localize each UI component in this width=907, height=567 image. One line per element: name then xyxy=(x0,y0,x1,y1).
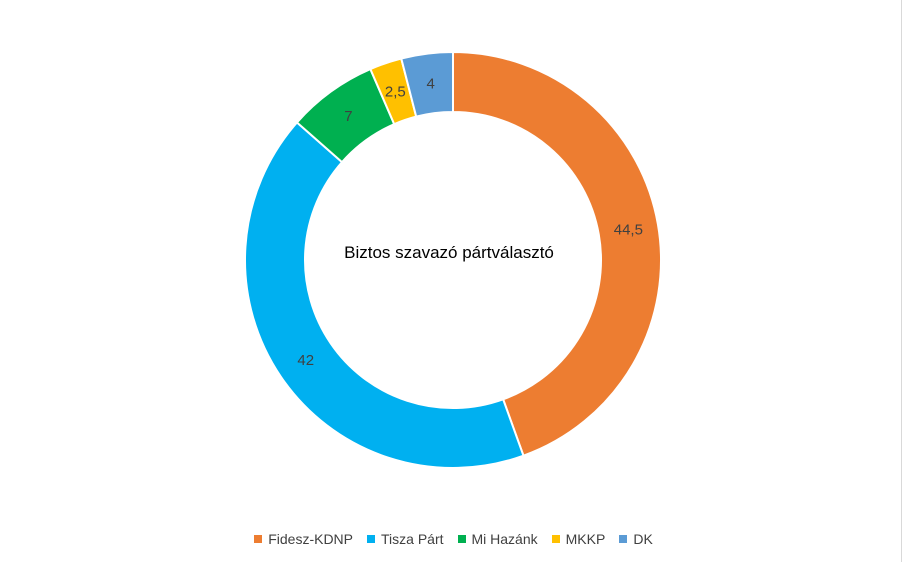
chart-title: Biztos szavazó pártválasztó xyxy=(344,243,554,262)
legend-label: MKKP xyxy=(565,531,606,547)
donut-slices xyxy=(244,50,662,469)
data-label-fidesz-kdnp: 44,5 xyxy=(614,221,643,238)
legend-item: Fidesz-KDNP xyxy=(254,531,353,547)
legend-swatch xyxy=(619,535,628,543)
data-label-tisza-p-rt: 42 xyxy=(297,352,314,369)
chart-legend: Fidesz-KDNP Tisza Párt Mi Hazánk MKKP DK xyxy=(0,528,907,550)
legend-item: Tisza Párt xyxy=(367,531,444,547)
legend-label: Fidesz-KDNP xyxy=(268,531,353,547)
donut-slice-tisza-p-rt xyxy=(244,121,525,469)
donut-data-labels: 44,5 42 7 2,5 4 xyxy=(297,75,643,369)
legend-item: DK xyxy=(619,531,653,547)
legend-swatch xyxy=(551,535,560,543)
legend-label: Mi Hazánk xyxy=(471,531,538,547)
legend-label: DK xyxy=(633,531,653,547)
data-label-mi-haz-nk: 7 xyxy=(344,108,352,125)
donut-slice-dk xyxy=(400,50,454,118)
donut-slice-fidesz-kdnp xyxy=(452,50,662,457)
data-label-dk: 4 xyxy=(427,75,435,92)
legend-item: Mi Hazánk xyxy=(457,531,538,547)
panel-divider xyxy=(901,0,902,562)
legend-item: MKKP xyxy=(551,531,606,547)
legend-swatch xyxy=(254,535,263,543)
legend-label: Tisza Párt xyxy=(381,531,444,547)
legend-swatch xyxy=(367,535,375,543)
data-label-mkkp: 2,5 xyxy=(385,84,406,101)
legend-swatch xyxy=(457,535,466,543)
